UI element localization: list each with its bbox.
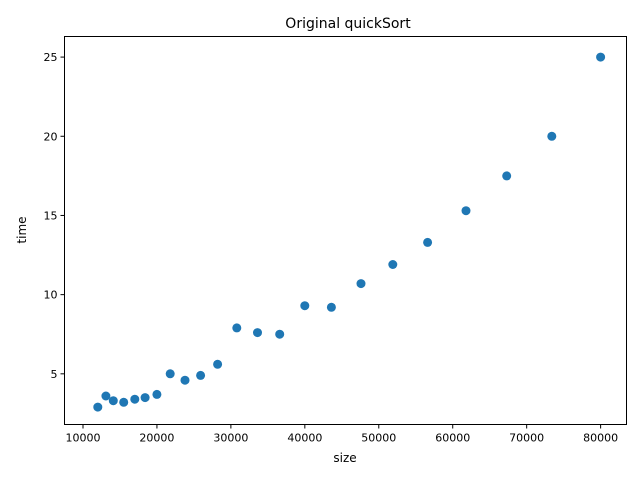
data-point-13 [253, 328, 262, 338]
x-tick-label: 40000 [287, 432, 322, 445]
data-point-1 [93, 402, 103, 412]
chart-title: Original quickSort [285, 16, 411, 32]
data-point-15 [300, 301, 310, 311]
data-point-14 [275, 329, 285, 339]
data-point-12 [232, 323, 242, 333]
y-tick-label: 5 [51, 368, 58, 381]
x-tick-label: 20000 [139, 432, 174, 445]
y-tick-label: 10 [44, 289, 58, 302]
data-point-21 [502, 171, 512, 181]
plot-frame [64, 36, 627, 425]
y-tick-label: 15 [44, 209, 58, 222]
data-point-20 [461, 206, 471, 216]
data-point-10 [196, 370, 206, 380]
x-axis-label: size [333, 451, 356, 465]
x-tick-label: 60000 [435, 432, 470, 445]
x-tick-label: 70000 [509, 432, 544, 445]
data-point-3 [108, 396, 118, 406]
x-tick-label: 30000 [213, 432, 248, 445]
x-tick-label: 10000 [65, 432, 100, 445]
y-axis-ticks: 5 10 15 20 25 [44, 51, 65, 381]
x-tick-label: 50000 [361, 432, 396, 445]
data-point-17 [356, 279, 366, 289]
x-axis-ticks: 10000 20000 30000 40000 50000 60000 70000 80000 [65, 424, 618, 445]
data-point-2 [101, 391, 111, 401]
data-point-16 [326, 302, 336, 312]
data-point-11 [213, 359, 223, 369]
y-tick-label: 25 [44, 51, 58, 64]
x-tick-label: 80000 [583, 432, 618, 445]
data-point-22 [547, 131, 557, 141]
points-layer [93, 52, 606, 412]
y-tick-label: 20 [44, 130, 58, 143]
data-point-6 [140, 393, 150, 403]
y-axis-label: time [15, 216, 29, 243]
data-point-7 [152, 389, 162, 399]
data-point-4 [119, 397, 129, 407]
data-point-23 [596, 52, 606, 62]
data-point-9 [180, 375, 190, 385]
data-point-8 [165, 369, 175, 379]
data-point-19 [423, 237, 433, 247]
data-point-18 [388, 260, 398, 269]
data-point-5 [130, 394, 140, 404]
